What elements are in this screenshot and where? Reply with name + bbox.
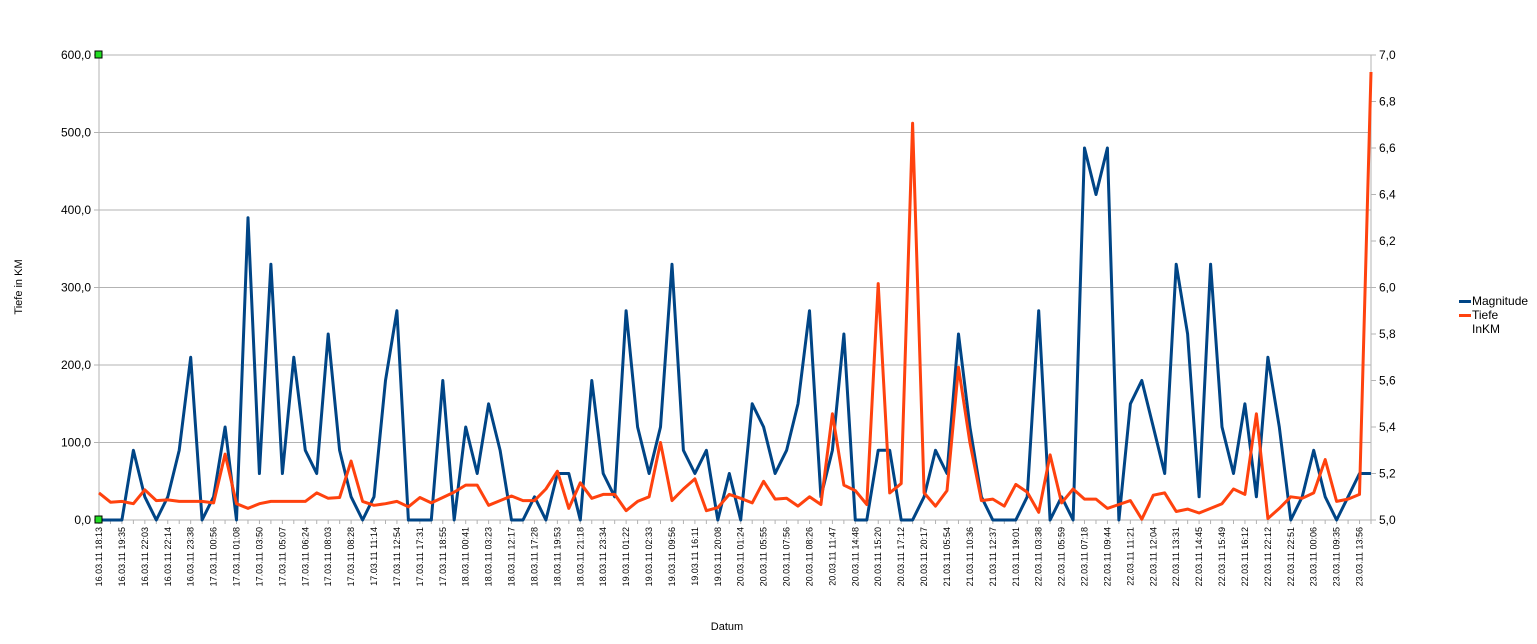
y-tick-label: 400,0	[61, 203, 91, 217]
y2-tick-label: 6,4	[1379, 188, 1396, 202]
selection-handle-bottom[interactable]	[94, 515, 103, 524]
y-tick-label: 300,0	[61, 281, 91, 295]
left-axis-ticks: 0,0 100,0 200,0 300,0 400,0 500,0 600,0	[61, 48, 99, 527]
selection-handle-top[interactable]	[94, 50, 103, 59]
legend-swatch-tiefe	[1459, 314, 1471, 317]
y-tick-label: 600,0	[61, 48, 91, 62]
x-tick-label: 16.03.11 23:38	[186, 527, 196, 586]
x-tick-label: 20.03.11 07:56	[782, 527, 792, 586]
y-axis-title: Tiefe in KM	[13, 259, 25, 314]
x-tick-label: 20.03.11 11:47	[827, 527, 837, 586]
y2-tick-label: 5,2	[1379, 467, 1396, 481]
y-tick-label: 100,0	[61, 436, 91, 450]
x-tick-label: 21.03.11 10:36	[965, 527, 975, 586]
x-tick-label: 20.03.11 01:24	[736, 527, 746, 586]
legend-item-tiefe: Tiefe InKM	[1459, 308, 1532, 336]
x-tick-label: 22.03.11 22:12	[1263, 527, 1273, 586]
x-tick-label: 19.03.11 16:11	[690, 527, 700, 586]
series-line-magnitude	[99, 146, 1371, 522]
x-tick-label: 17.03.11 03:50	[254, 527, 264, 586]
series-line-tiefe	[98, 71, 1373, 521]
x-tick-label: 17.03.11 12:54	[392, 527, 402, 586]
x-tick-label: 18.03.11 12:17	[507, 527, 517, 586]
x-tick-label: 22.03.11 14:45	[1194, 527, 1204, 586]
x-tick-label: 21.03.11 19:01	[1011, 527, 1021, 586]
y2-tick-label: 5,8	[1379, 327, 1396, 341]
x-tick-label: 17.03.11 08:03	[323, 527, 333, 586]
x-tick-label: 22.03.11 15:49	[1217, 527, 1227, 586]
legend-item-magnitude: Magnitude	[1459, 294, 1532, 308]
x-tick-label: 20.03.11 05:55	[759, 527, 769, 586]
x-tick-label: 23.03.11 09:35	[1332, 527, 1342, 586]
y2-tick-label: 6,2	[1379, 234, 1396, 248]
y2-tick-label: 5,6	[1379, 374, 1396, 388]
x-tick-label: 20.03.11 17:12	[896, 527, 906, 586]
x-tick-label: 20.03.11 15:20	[873, 527, 883, 586]
legend-swatch-magnitude	[1459, 300, 1471, 303]
x-tick-label: 18.03.11 21:18	[575, 527, 585, 586]
x-tick-label: 20.03.11 20:17	[919, 527, 929, 586]
x-tick-label: 22.03.11 16:12	[1240, 527, 1250, 586]
x-tick-label: 21.03.11 12:37	[988, 527, 998, 586]
x-tick-label: 16.03.11 18:13	[94, 527, 104, 586]
y-tick-label: 500,0	[61, 126, 91, 140]
y2-tick-label: 6,0	[1379, 281, 1396, 295]
x-tick-label: 17.03.11 01:08	[232, 527, 242, 586]
x-tick-label: 18.03.11 17:28	[529, 527, 539, 586]
y-tick-label: 200,0	[61, 358, 91, 372]
x-tick-label: 22.03.11 07:18	[1080, 527, 1090, 586]
x-axis-title: Datum	[711, 621, 743, 633]
legend-label: Magnitude	[1472, 294, 1529, 308]
x-tick-label: 16.03.11 22:14	[163, 527, 173, 586]
series-lines	[98, 71, 1373, 522]
x-tick-label: 22.03.11 12:04	[1148, 527, 1158, 586]
x-tick-label: 18.03.11 03:23	[484, 527, 494, 586]
x-tick-label: 17.03.11 11:14	[369, 527, 379, 586]
x-tick-label: 17.03.11 06:24	[300, 527, 310, 586]
y2-tick-label: 5,4	[1379, 420, 1396, 434]
legend-label: Tiefe InKM	[1472, 308, 1501, 336]
x-tick-label: 18.03.11 23:34	[598, 527, 608, 586]
x-tick-label: 17.03.11 08:28	[346, 527, 356, 586]
x-tick-label: 22.03.11 11:21	[1125, 527, 1135, 586]
y2-tick-label: 7,0	[1379, 48, 1396, 62]
y2-tick-label: 5,0	[1379, 513, 1396, 527]
x-tick-label: 16.03.11 19:35	[117, 527, 127, 586]
y-tick-label: 0,0	[74, 513, 91, 527]
x-tick-label: 17.03.11 00:56	[209, 527, 219, 586]
x-tick-label: 22.03.11 03:38	[1034, 527, 1044, 586]
x-tick-label: 22.03.11 09:44	[1102, 527, 1112, 586]
x-tick-label: 19.03.11 02:33	[644, 527, 654, 586]
x-tick-label: 21.03.11 05:54	[942, 527, 952, 586]
x-tick-label: 18.03.11 19:53	[552, 527, 562, 586]
x-tick-label: 22.03.11 22:51	[1286, 527, 1296, 586]
x-tick-label: 22.03.11 05:59	[1057, 527, 1067, 586]
x-tick-label: 17.03.11 05:07	[277, 527, 287, 586]
x-tick-label: 20.03.11 14:48	[850, 527, 860, 586]
x-tick-label: 19.03.11 09:56	[667, 527, 677, 586]
x-tick-label: 23.03.11 00:06	[1309, 527, 1319, 586]
legend: Magnitude Tiefe InKM	[1459, 294, 1532, 336]
x-tick-label: 22.03.11 13:31	[1171, 527, 1181, 586]
right-axis-ticks: 5,0 5,2 5,4 5,6 5,8 6,0 6,2 6,4 6,6 6,8 7,0	[1371, 48, 1396, 527]
x-tick-label: 19.03.11 01:22	[621, 527, 631, 586]
x-tick-label: 20.03.11 08:26	[804, 527, 814, 586]
x-tick-label: 19.03.11 20:08	[713, 527, 723, 586]
x-tick-label: 23.03.11 13:56	[1355, 527, 1365, 586]
x-tick-label: 18.03.11 00:41	[461, 527, 471, 586]
x-tick-label: 17.03.11 17:31	[415, 527, 425, 586]
gridlines	[99, 54, 1371, 521]
x-tick-label: 17.03.11 18:55	[438, 527, 448, 586]
x-axis-ticks: 16.03.11 18:13 16.03.11 19:35 16.03.11 22:…	[94, 520, 1372, 586]
y2-tick-label: 6,8	[1379, 95, 1396, 109]
y2-tick-label: 6,6	[1379, 141, 1396, 155]
x-tick-label: 16.03.11 22:03	[140, 527, 150, 586]
